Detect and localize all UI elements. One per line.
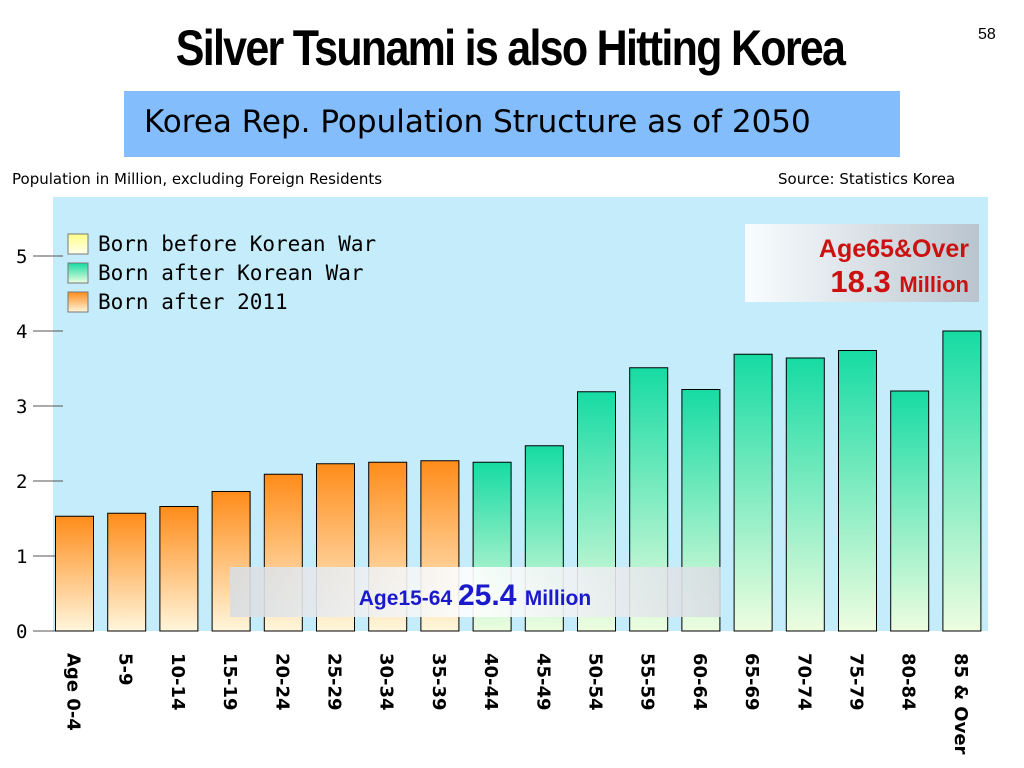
chart-source: Source: Statistics Korea <box>778 170 956 188</box>
y-tick-label: 5 <box>16 246 27 268</box>
age15-value: 25.4 <box>458 579 525 612</box>
bar-80-84 <box>890 390 930 632</box>
x-tick-label: 5-9 <box>115 653 136 686</box>
age15-label: Age15-64 <box>359 587 458 610</box>
y-tick-label: 4 <box>16 321 27 343</box>
bar-85-over <box>942 330 982 632</box>
legend-swatch-born-before-korean-war <box>67 233 89 255</box>
y-tick-label: 0 <box>16 621 27 643</box>
slide-title: Silver Tsunami is also Hitting Korea <box>175 20 846 76</box>
chart-title-banner: Korea Rep. Population Structure as of 20… <box>124 91 900 157</box>
x-tick-label: Age 0-4 <box>63 653 84 731</box>
legend-swatch-born-after-korean-war <box>67 262 89 284</box>
y-tick-label: 1 <box>16 546 27 568</box>
legend-label-born-after-korean-war: Born after Korean War <box>98 261 364 285</box>
x-tick-label: 85 & Over <box>950 653 971 755</box>
age65-value: 18.3 <box>830 264 899 299</box>
y-tick-label: 3 <box>16 396 27 418</box>
x-tick-label: 50-54 <box>585 653 606 711</box>
x-tick-label: 25-29 <box>324 653 345 711</box>
legend-label-born-after-2011: Born after 2011 <box>98 290 288 314</box>
age65-label: Age65&Over <box>819 235 969 263</box>
bar-75-79 <box>838 350 877 632</box>
bar-65-69 <box>733 353 773 632</box>
x-tick-label: 80-84 <box>898 653 919 711</box>
x-tick-label: 20-24 <box>271 653 292 711</box>
x-tick-label: 35-39 <box>428 653 449 711</box>
age65-total: 18.3 Million <box>830 264 969 299</box>
legend-label-born-before-korean-war: Born before Korean War <box>98 232 376 256</box>
x-tick-label: 30-34 <box>376 653 397 711</box>
page-number: 58 <box>978 26 996 43</box>
x-tick-label: 15-19 <box>219 653 240 711</box>
x-tick-label: 10-14 <box>167 653 188 711</box>
chart-title: Korea Rep. Population Structure as of 20… <box>144 104 811 140</box>
age15-annotation-box <box>230 567 721 617</box>
bar-70-74 <box>785 357 825 632</box>
bar-chart: 0 1 2 3 4 5 Age 0-4 5-9 10-14 15-19 20-24 25-29 30-… <box>16 197 988 755</box>
x-tick-label: 65-69 <box>741 653 762 711</box>
bar-age-0-4 <box>55 515 94 632</box>
x-tick-label: 60-64 <box>689 653 710 711</box>
x-tick-label: 55-59 <box>637 653 658 711</box>
x-tick-label: 45-49 <box>532 653 553 711</box>
x-tick-label: 75-79 <box>846 653 867 711</box>
x-tick-label: 40-44 <box>480 653 501 711</box>
x-tick-label: 70-74 <box>793 653 814 711</box>
bar-10-14 <box>159 506 199 632</box>
bar-5-9 <box>107 512 147 632</box>
legend-swatch-born-after-2011 <box>67 291 89 313</box>
legend: Born before Korean War Born after Korean … <box>67 232 376 314</box>
age15-total: Age15-64 25.4 Million <box>359 579 591 612</box>
age15-unit: Million <box>525 587 592 610</box>
chart-subtitle: Population in Million, excluding Foreign… <box>12 170 383 188</box>
age65-annotation-box <box>745 224 979 302</box>
y-tick-label: 2 <box>16 471 27 493</box>
age65-unit: Million <box>899 272 969 297</box>
x-axis-labels: Age 0-4 5-9 10-14 15-19 20-24 25-29 30-34 35-39… <box>63 653 971 755</box>
